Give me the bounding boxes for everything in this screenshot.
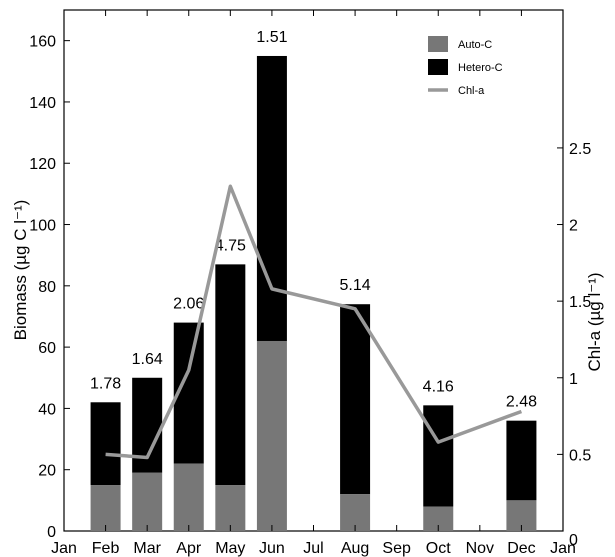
y-tick-label: 120 [29, 156, 56, 173]
x-tick-label: Oct [426, 540, 451, 557]
bar-hetero-c-jun [256, 55, 287, 341]
y-tick-label: 100 [29, 218, 56, 235]
x-tick-label: Sep [382, 540, 411, 557]
bar-top-label-oct: 4.16 [423, 378, 454, 395]
x-tick-label: May [215, 540, 245, 557]
bar-hetero-c-oct [423, 405, 454, 507]
chl-a-line [105, 184, 523, 460]
y2-axis-title: Chl-a (µg l⁻¹) [585, 272, 604, 371]
bar-top-label-apr: 2.06 [173, 296, 204, 313]
x-tick-label: Aug [341, 540, 369, 557]
y2-tick-label: 0 [569, 532, 578, 549]
y2-tick-label: 2.5 [569, 141, 591, 158]
y-tick-label: 40 [38, 401, 56, 418]
y2-tick-label: 0.5 [569, 447, 591, 464]
y-tick-label: 140 [29, 95, 56, 112]
legend: Auto-C Hetero-C Chl-a [428, 36, 503, 97]
y-tick-label: 80 [38, 279, 56, 296]
x-tick-label: Mar [133, 540, 161, 557]
x-tick-label: Nov [466, 540, 494, 557]
y-axis-right: 0 0.5 1 1.5 2 2.5 [557, 141, 591, 549]
y-tick-label: 160 [29, 34, 56, 51]
bar-auto-c-apr [173, 463, 204, 531]
x-tick-label: Apr [176, 540, 202, 557]
y-tick-label: 60 [38, 340, 56, 357]
y-axis-title: Biomass (µg C l⁻¹) [11, 200, 30, 341]
y2-tick-label: 1 [569, 371, 578, 388]
bar-auto-c-may [215, 485, 246, 531]
x-tick-label: Dec [507, 540, 535, 557]
bar-top-label-may: 4.75 [215, 237, 246, 254]
legend-label-hetero-c: Hetero-C [458, 62, 503, 74]
bar-top-label-mar: 1.64 [132, 351, 163, 368]
y-tick-label: 0 [47, 524, 56, 541]
x-tick-label: Jul [303, 540, 323, 557]
y2-tick-label: 2 [569, 218, 578, 235]
plot-area: 1.78 1.64 2.06 4.75 1.51 5.14 4.16 2.48 [63, 9, 564, 532]
bar-hetero-c-may [215, 264, 246, 486]
bar-hetero-c-feb [90, 402, 121, 486]
bar-auto-c-jun [256, 340, 287, 531]
bar-hetero-c-aug [340, 304, 371, 495]
x-axis: Jan Feb Mar Apr May Jun Jul Aug Sep Oct Nov Dec Jan [51, 10, 576, 557]
bar-top-label-feb: 1.78 [90, 375, 121, 392]
y-tick-label: 20 [38, 463, 56, 480]
legend-label-chl-a: Chl-a [458, 85, 485, 97]
legend-swatch-hetero-c [428, 59, 448, 75]
y-axis-left: 0 20 40 60 80 100 120 140 160 [29, 34, 70, 541]
y2-tick-label: 1.5 [569, 294, 591, 311]
x-tick-label: Jun [259, 540, 285, 557]
bar-auto-c-mar [132, 472, 163, 531]
bar-auto-c-aug [340, 494, 371, 531]
x-tick-label: Jan [51, 540, 77, 557]
bar-top-label-dec: 2.48 [506, 394, 537, 411]
bar-hetero-c-dec [506, 420, 537, 501]
bar-top-label-aug: 5.14 [340, 277, 371, 294]
x-tick-label: Jan [550, 540, 576, 557]
bar-top-label-jun: 1.51 [256, 29, 287, 46]
x-tick-label: Feb [92, 540, 120, 557]
bar-auto-c-feb [90, 485, 121, 531]
legend-label-auto-c: Auto-C [458, 39, 492, 51]
legend-swatch-auto-c [428, 36, 448, 52]
